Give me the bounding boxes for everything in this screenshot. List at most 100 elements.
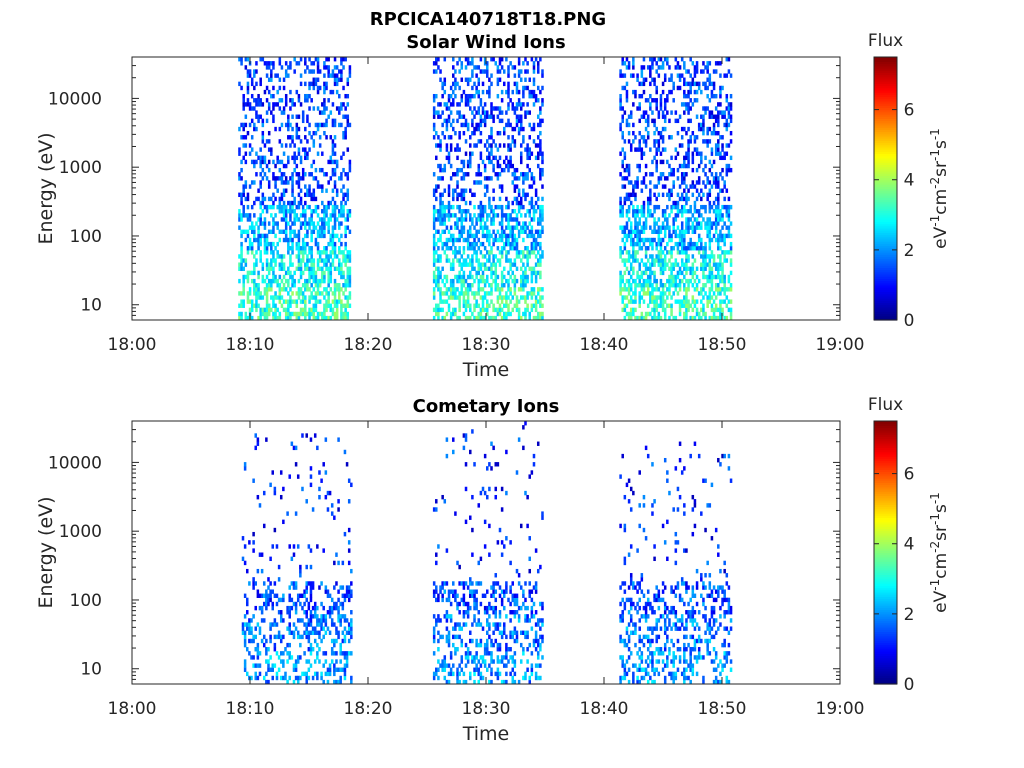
spectrogram-cell xyxy=(666,217,669,222)
spectrogram-cell xyxy=(659,225,663,230)
spectrogram-cell xyxy=(659,229,663,234)
spectrogram-cell xyxy=(327,225,330,230)
colorbar-swatch xyxy=(874,234,897,238)
spectrogram-cell xyxy=(729,93,733,99)
spectrogram-cell xyxy=(314,295,318,300)
spectrogram-cell xyxy=(640,69,644,74)
spectrogram-cell xyxy=(441,315,444,321)
spectrogram-cell xyxy=(344,254,347,259)
spectrogram-cell xyxy=(270,241,273,247)
spectrogram-cell xyxy=(323,204,326,210)
spectrogram-cell xyxy=(284,647,287,652)
colorbar-swatch xyxy=(874,295,897,299)
spectrogram-cell xyxy=(289,61,292,66)
spectrogram-cell xyxy=(528,147,531,152)
spectrogram-cell xyxy=(725,126,729,132)
spectrogram-cell xyxy=(273,581,277,586)
spectrogram-cell xyxy=(666,204,669,210)
spectrogram-cell xyxy=(254,647,257,652)
spectrogram-cell xyxy=(655,283,658,288)
spectrogram-cell xyxy=(475,315,478,321)
spectrogram-cell xyxy=(243,667,247,672)
spectrogram-cell xyxy=(710,163,714,169)
spectrogram-cell xyxy=(683,110,686,115)
spectrogram-cell xyxy=(437,163,440,169)
spectrogram-cell xyxy=(717,151,720,156)
spectrogram-cell xyxy=(693,200,697,206)
spectrogram-cell xyxy=(340,73,343,78)
spectrogram-cell xyxy=(306,229,309,234)
spectrogram-cell xyxy=(238,81,241,87)
spectrogram-cell xyxy=(502,233,506,239)
spectrogram-cell xyxy=(435,69,438,74)
spectrogram-cell xyxy=(661,159,665,165)
spectrogram-cell xyxy=(519,126,523,132)
spectrogram-cell xyxy=(719,89,722,95)
spectrogram-cell xyxy=(432,307,436,313)
spectrogram-cell xyxy=(297,98,301,103)
x-tick-label: 18:50 xyxy=(698,335,747,355)
spectrogram-cell xyxy=(287,221,290,226)
spectrogram-cell xyxy=(496,69,500,74)
spectrogram-cell xyxy=(293,200,296,206)
spectrogram-cell xyxy=(634,299,637,304)
spectrogram-cell xyxy=(515,213,519,218)
spectrogram-cell xyxy=(659,291,663,296)
spectrogram-cell xyxy=(685,291,688,296)
spectrogram-cell xyxy=(253,122,256,128)
spectrogram-cell xyxy=(250,270,254,276)
spectrogram-cell xyxy=(263,315,267,321)
spectrogram-cell xyxy=(244,311,248,317)
spectrogram-cell xyxy=(640,93,644,99)
spectrogram-cell xyxy=(680,258,684,263)
spectrogram-cell xyxy=(532,61,536,66)
spectrogram-cell xyxy=(250,278,254,284)
spectrogram-cell xyxy=(509,61,512,66)
spectrogram-cell xyxy=(471,283,474,288)
spectrogram-cell xyxy=(683,159,686,165)
spectrogram-cell xyxy=(290,597,294,603)
spectrogram-cell xyxy=(496,130,500,136)
spectrogram-cell xyxy=(729,204,733,210)
spectrogram-cell xyxy=(534,295,538,300)
spectrogram-cell xyxy=(326,671,330,677)
spectrogram-cell xyxy=(526,209,529,214)
spectrogram-cell xyxy=(627,283,631,288)
spectrogram-cell xyxy=(524,77,527,82)
spectrogram-cell xyxy=(695,221,699,226)
spectrogram-cell xyxy=(642,114,646,119)
spectrogram-cell xyxy=(294,511,298,516)
spectrogram-cell xyxy=(642,151,646,156)
spectrogram-cell xyxy=(286,659,289,664)
spectrogram-cell xyxy=(657,110,661,115)
colorbar-swatch xyxy=(874,103,897,106)
spectrogram-cell xyxy=(469,262,472,267)
spectrogram-cell xyxy=(519,172,523,177)
spectrogram-cell xyxy=(307,605,311,611)
spectrogram-cell xyxy=(727,274,731,280)
spectrogram-cell xyxy=(494,287,498,292)
spectrogram-cell xyxy=(294,675,298,681)
spectrogram-cell xyxy=(625,192,629,198)
colorbar-title: Flux xyxy=(868,31,903,51)
spectrogram-cell xyxy=(721,85,724,91)
spectrogram-cell xyxy=(318,311,322,317)
spectrogram-cell xyxy=(253,73,256,78)
spectrogram-cell xyxy=(460,229,464,234)
spectrogram-cell xyxy=(270,258,273,263)
spectrogram-cell xyxy=(305,597,308,603)
spectrogram-cell xyxy=(632,130,635,136)
spectrogram-cell xyxy=(331,122,335,128)
spectrogram-cell xyxy=(248,241,252,247)
spectrogram-cell xyxy=(619,93,622,99)
spectrogram-cell xyxy=(284,69,288,74)
spectrogram-cell xyxy=(288,642,291,648)
spectrogram-cell xyxy=(263,237,267,243)
spectrogram-cell xyxy=(325,172,328,177)
spectrogram-cell xyxy=(299,568,302,574)
spectrogram-cell xyxy=(666,110,669,115)
spectrogram-cell xyxy=(324,585,328,590)
spectrogram-cell xyxy=(712,209,716,214)
spectrogram-cell xyxy=(346,77,350,82)
spectrogram-cell xyxy=(454,225,457,230)
